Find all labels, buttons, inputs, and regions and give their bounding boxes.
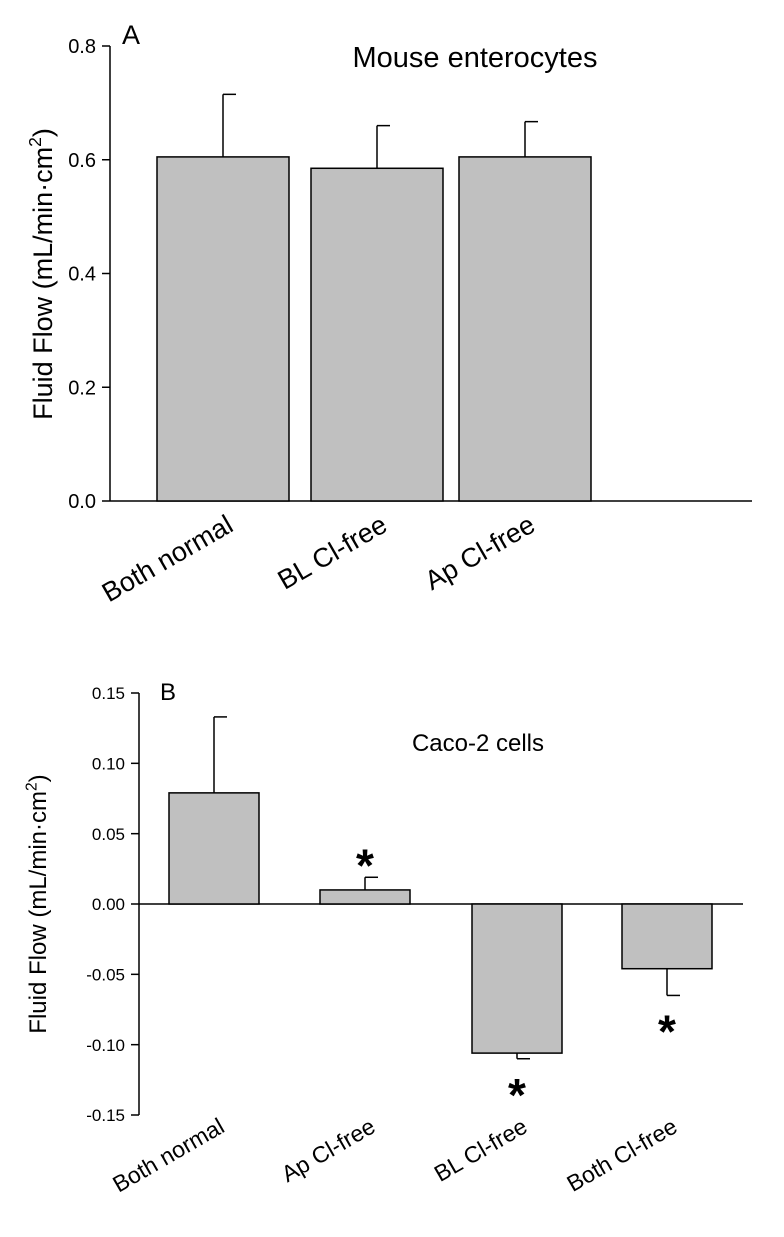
y-tick-label: 0.00 xyxy=(92,895,125,914)
category-label: Both normal xyxy=(108,1113,228,1198)
bar xyxy=(319,889,411,905)
significance-star: * xyxy=(508,1069,526,1121)
category-label: Ap Cl-free xyxy=(420,509,540,596)
y-axis-label: Fluid Flow (mL/min·cm2) xyxy=(25,128,58,420)
y-tick-label: 0.8 xyxy=(68,36,96,58)
y-axis-label-superscript: 2 xyxy=(23,782,40,791)
y-axis-label-superscript: 2 xyxy=(25,137,45,147)
bar xyxy=(458,156,592,502)
y-tick-label: -0.05 xyxy=(86,965,125,984)
significance-star: * xyxy=(356,839,374,891)
y-axis-label-close: ) xyxy=(28,128,58,137)
bar xyxy=(310,167,444,502)
y-axis-label-close: ) xyxy=(25,774,52,782)
bar xyxy=(168,792,260,905)
y-axis-label-main: Fluid Flow (mL/min·cm xyxy=(25,791,52,1034)
y-tick-label: 0.0 xyxy=(68,491,96,513)
bar xyxy=(471,903,563,1054)
y-tick-label: 0.05 xyxy=(92,825,125,844)
y-tick-label: -0.15 xyxy=(86,1106,125,1125)
y-tick-label: 0.2 xyxy=(68,377,96,399)
panel-a-mouse-enterocytes: 0.0 0.2 0.4 0.6 0.8 Both normal BL Cl-free Ap C… xyxy=(25,20,752,608)
chart-title: Caco-2 cells xyxy=(412,730,544,757)
chart-title: Mouse enterocytes xyxy=(352,42,597,74)
y-tick-label: 0.6 xyxy=(68,150,96,172)
y-axis-label: Fluid Flow (mL/min·cm2) xyxy=(23,774,52,1033)
y-tick-label: 0.4 xyxy=(68,264,96,286)
significance-star: * xyxy=(658,1006,676,1058)
category-label: BL Cl-free xyxy=(273,509,392,595)
bar xyxy=(621,903,713,970)
bar xyxy=(156,156,290,502)
category-label: Both normal xyxy=(97,509,238,608)
y-axis-label-main: Fluid Flow (mL/min·cm xyxy=(28,147,58,420)
y-tick-label: 0.10 xyxy=(92,754,125,773)
category-label: Ap Cl-free xyxy=(277,1113,380,1187)
category-label: BL Cl-free xyxy=(430,1113,532,1187)
category-label: Both Cl-free xyxy=(562,1113,681,1197)
y-tick-label: -0.10 xyxy=(86,1036,125,1055)
panel-label: B xyxy=(160,679,176,706)
panel-label: A xyxy=(122,20,140,50)
panel-b-caco2-cells: -0.15 -0.10 -0.05 0.00 0.05 0.10 0.15 Both norm… xyxy=(23,679,743,1197)
y-tick-label: 0.15 xyxy=(92,684,125,703)
